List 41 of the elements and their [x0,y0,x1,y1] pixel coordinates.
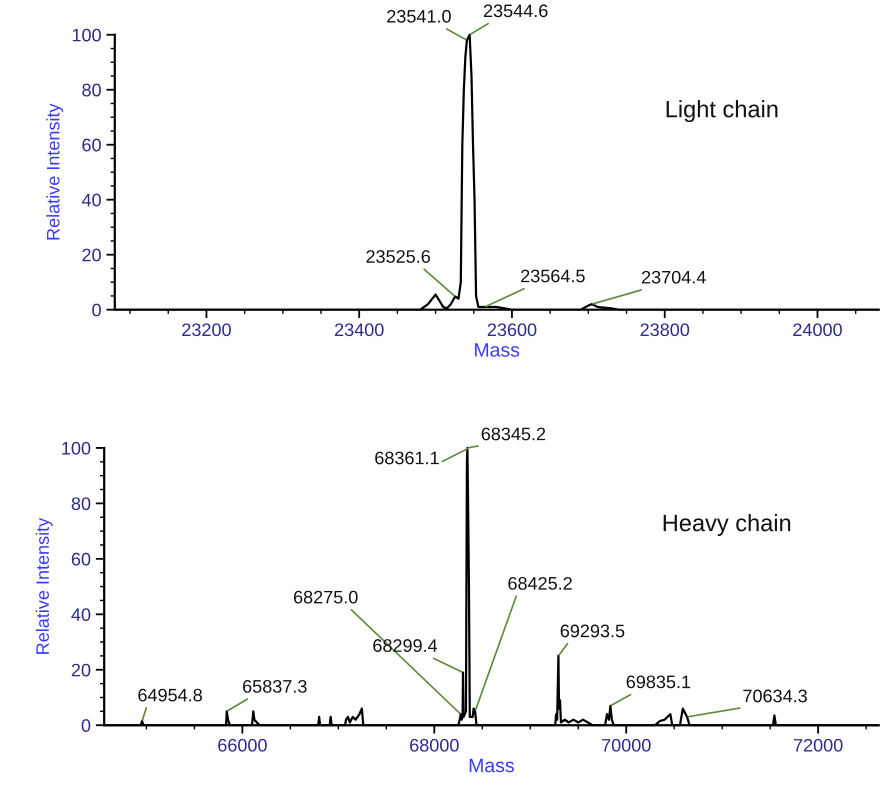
x-tick-label: 68000 [410,738,459,752]
annotation: 68425.2 [508,577,572,590]
y-tick-label: 100 [72,28,101,42]
annotation: 23564.5 [521,270,585,282]
y-tick-label: 0 [82,719,90,732]
annotation: 68361.1 [375,452,439,464]
x-tick-label: 70000 [602,738,651,752]
x-tick-label: 72000 [794,738,843,752]
y-tick-label: 80 [72,497,90,510]
x-tick-label: 23800 [640,323,690,336]
x-tick-label: 24000 [793,323,842,336]
annotation: Light chain [666,100,778,122]
y-tick-label: 60 [72,552,90,566]
annotation: 23704.4 [642,270,706,284]
x-tick-label: 23600 [488,323,536,336]
annotation: 65837.3 [243,680,307,693]
y-tick-label: 100 [62,442,90,455]
y-tick-label: 20 [72,664,90,676]
annotation: 64954.8 [138,688,202,702]
annotation: 23541.0 [387,10,451,23]
y-tick-label: 20 [82,248,101,262]
annotation: 69835.1 [626,675,690,688]
x-tick-label: 23200 [182,323,231,336]
y-axis-title: Relative Intensity [46,104,64,240]
x-axis-title: Mass [470,758,514,772]
annotation: 69293.5 [560,624,624,638]
x-axis-title: Mass [475,343,520,357]
annotation: 68275.0 [294,590,358,604]
y-axis-title: Relative Intensity [36,518,53,654]
y-tick-label: 60 [82,138,101,152]
y-tick-label: 80 [82,84,101,96]
y-tick-label: 40 [71,608,90,622]
annotation: 23544.6 [484,4,548,18]
annotation: 68345.2 [482,428,546,440]
x-tick-label: 23400 [335,323,384,336]
y-tick-label: 40 [82,194,101,206]
annotation: Heavy chain [664,514,790,536]
y-tick-label: 0 [92,304,101,316]
annotation: 23525.6 [366,250,430,263]
annotation: 70634.3 [743,690,807,702]
x-tick-label: 66000 [218,738,267,752]
